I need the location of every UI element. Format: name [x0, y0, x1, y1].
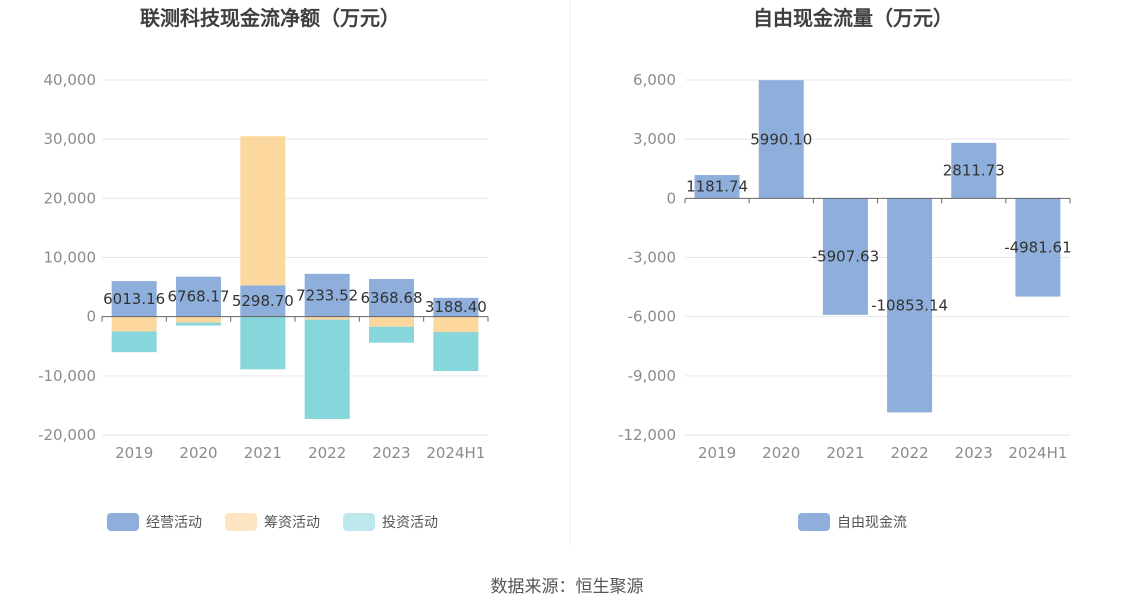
y-tick-label: 6,000 [633, 71, 676, 89]
bar-经营活动 [111, 281, 157, 317]
x-tick-label: 2019 [115, 444, 153, 462]
y-tick-label: 40,000 [44, 71, 97, 89]
bar-经营活动 [176, 276, 221, 317]
x-tick-label: 2024H1 [1008, 444, 1067, 462]
bar-自由现金流 [694, 175, 740, 199]
data-label: 7233.52 [296, 286, 358, 304]
x-tick-label: 2023 [372, 444, 410, 462]
bar-投资活动 [304, 319, 350, 420]
x-tick-label: 2022 [308, 444, 346, 462]
y-tick-label: 30,000 [44, 130, 97, 148]
bar-筹资活动 [240, 136, 286, 286]
bar-筹资活动 [111, 316, 157, 332]
y-tick-label: -3,000 [628, 249, 676, 267]
free-cash-flow-chart: 自由现金流量（万元） 6,000 3,000 0 -3,000 -6,000 -9,000 -… [618, 6, 1072, 531]
x-tick-label: 2023 [955, 444, 993, 462]
data-label: 6768.17 [167, 288, 229, 306]
y-tick-label: -10,000 [38, 367, 96, 385]
data-label: 5298.70 [232, 292, 294, 310]
bar-投资活动 [111, 331, 157, 353]
bar-经营活动 [240, 285, 286, 317]
x-tick-label: 2020 [179, 444, 217, 462]
y-tick-label: 3,000 [633, 130, 676, 148]
legend-label: 筹资活动 [264, 514, 320, 531]
legend-swatch [343, 513, 375, 531]
bar-投资活动 [176, 322, 221, 326]
x-tick-label: 2021 [826, 444, 864, 462]
bar-投资活动 [433, 332, 479, 372]
bar-经营活动 [433, 297, 479, 317]
legend-swatch [798, 513, 830, 531]
data-label: 6368.68 [360, 289, 422, 307]
data-label: -10853.14 [871, 296, 948, 314]
data-label: 2811.73 [943, 162, 1005, 180]
data-label: -5907.63 [812, 248, 879, 266]
bar-经营活动 [369, 278, 414, 317]
chart-title: 自由现金流量（万元） [753, 6, 953, 30]
bar-投资活动 [369, 326, 414, 343]
x-tick-label: 2024H1 [426, 444, 485, 462]
data-label: 5990.10 [750, 130, 812, 148]
bar-自由现金流 [887, 198, 933, 413]
x-tick-label: 2020 [762, 444, 800, 462]
data-label: 1181.74 [686, 178, 748, 196]
legend-swatch [107, 513, 139, 531]
bar-自由现金流 [758, 80, 804, 199]
legend-label: 自由现金流 [837, 515, 907, 531]
y-tick-label: -12,000 [618, 426, 676, 444]
bar-经营活动 [304, 273, 350, 317]
bar-自由现金流 [822, 198, 868, 315]
y-tick-label: -20,000 [38, 426, 96, 444]
legend-label: 投资活动 [382, 515, 438, 531]
bar-筹资活动 [433, 316, 479, 333]
chart-title: 联测科技现金流净额（万元） [140, 6, 400, 30]
bar-筹资活动 [176, 316, 221, 323]
legend-label: 经营活动 [146, 515, 202, 531]
data-label: 3188.40 [425, 298, 487, 316]
bar-投资活动 [240, 316, 286, 370]
y-tick-label: 20,000 [44, 189, 97, 207]
bar-筹资活动 [304, 316, 350, 320]
data-source: 数据来源：恒生聚源 [491, 577, 644, 597]
y-tick-label: -6,000 [628, 308, 676, 326]
bar-自由现金流 [951, 142, 997, 199]
cash-flow-net-chart: 联测科技现金流净额（万元） 40,000 30,000 20,000 10,000 0 -1… [38, 6, 489, 531]
legend-swatch [225, 513, 257, 531]
bar-筹资活动 [369, 316, 414, 327]
data-label: -4981.61 [1004, 238, 1071, 256]
x-tick-label: 2021 [244, 444, 282, 462]
x-tick-label: 2022 [890, 444, 928, 462]
y-tick-label: 0 [666, 189, 676, 207]
y-tick-label: -9,000 [628, 367, 676, 385]
x-tick-label: 2019 [698, 444, 736, 462]
y-tick-label: 0 [86, 308, 96, 326]
y-tick-label: 10,000 [44, 249, 97, 267]
data-label: 6013.16 [103, 290, 165, 308]
bar-自由现金流 [1015, 198, 1061, 297]
